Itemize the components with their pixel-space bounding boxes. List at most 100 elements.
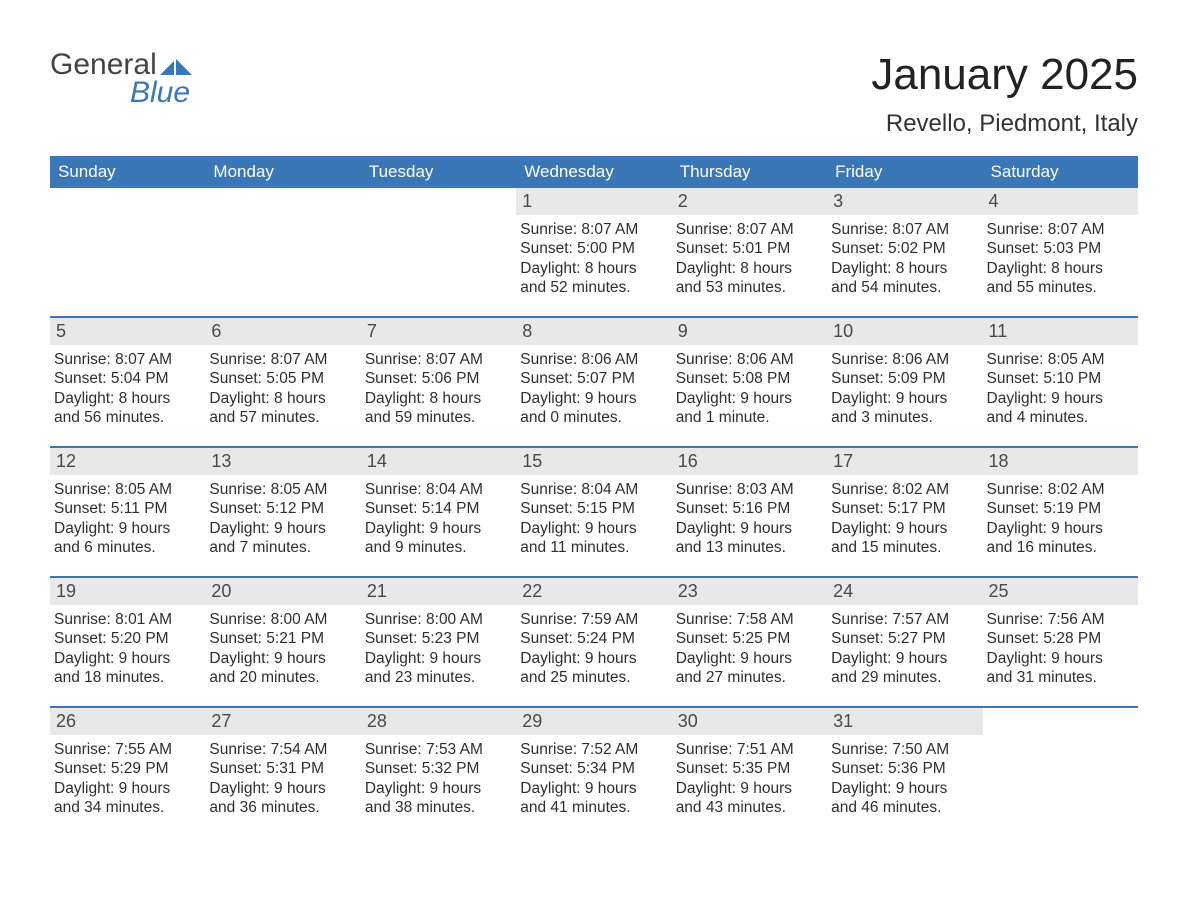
calendar-cell — [361, 188, 516, 316]
calendar-cell: 8Sunrise: 8:06 AMSunset: 5:07 PMDaylight… — [516, 318, 671, 446]
day-number: 21 — [361, 578, 516, 605]
calendar-cell: 1Sunrise: 8:07 AMSunset: 5:00 PMDaylight… — [516, 188, 671, 316]
daylight-line-1: Daylight: 8 hours — [365, 389, 510, 408]
daylight-line-1: Daylight: 9 hours — [365, 519, 510, 538]
daylight-line-2: and 6 minutes. — [54, 538, 199, 557]
day-details: Sunrise: 8:02 AMSunset: 5:17 PMDaylight:… — [827, 475, 982, 566]
daylight-line-2: and 16 minutes. — [987, 538, 1132, 557]
daylight-line-2: and 36 minutes. — [209, 798, 354, 817]
day-number: 29 — [516, 708, 671, 735]
day-details: Sunrise: 8:07 AMSunset: 5:06 PMDaylight:… — [361, 345, 516, 436]
sunset-line: Sunset: 5:32 PM — [365, 759, 510, 778]
day-details: Sunrise: 8:00 AMSunset: 5:21 PMDaylight:… — [205, 605, 360, 696]
day-details: Sunrise: 7:51 AMSunset: 5:35 PMDaylight:… — [672, 735, 827, 826]
daylight-line-2: and 1 minute. — [676, 408, 821, 427]
calendar-cell — [205, 188, 360, 316]
daylight-line-1: Daylight: 9 hours — [365, 649, 510, 668]
sunrise-line: Sunrise: 8:07 AM — [831, 220, 976, 239]
daylight-line-2: and 9 minutes. — [365, 538, 510, 557]
daylight-line-1: Daylight: 9 hours — [831, 649, 976, 668]
day-number: 1 — [516, 188, 671, 215]
sunrise-line: Sunrise: 8:07 AM — [365, 350, 510, 369]
day-details: Sunrise: 8:07 AMSunset: 5:00 PMDaylight:… — [516, 215, 671, 306]
sunrise-line: Sunrise: 7:58 AM — [676, 610, 821, 629]
day-number: 28 — [361, 708, 516, 735]
day-number: 22 — [516, 578, 671, 605]
sunset-line: Sunset: 5:11 PM — [54, 499, 199, 518]
day-number: 30 — [672, 708, 827, 735]
sunset-line: Sunset: 5:07 PM — [520, 369, 665, 388]
day-details: Sunrise: 8:04 AMSunset: 5:14 PMDaylight:… — [361, 475, 516, 566]
daylight-line-1: Daylight: 9 hours — [520, 649, 665, 668]
sunset-line: Sunset: 5:29 PM — [54, 759, 199, 778]
month-title: January 2025 — [871, 50, 1138, 100]
day-details: Sunrise: 7:50 AMSunset: 5:36 PMDaylight:… — [827, 735, 982, 826]
day-details: Sunrise: 8:07 AMSunset: 5:02 PMDaylight:… — [827, 215, 982, 306]
day-details: Sunrise: 8:05 AMSunset: 5:11 PMDaylight:… — [50, 475, 205, 566]
calendar-cell: 11Sunrise: 8:05 AMSunset: 5:10 PMDayligh… — [983, 318, 1138, 446]
calendar-week: 26Sunrise: 7:55 AMSunset: 5:29 PMDayligh… — [50, 708, 1138, 836]
logo-text-blue: Blue — [130, 78, 192, 108]
calendar-cell: 22Sunrise: 7:59 AMSunset: 5:24 PMDayligh… — [516, 578, 671, 706]
daylight-line-2: and 23 minutes. — [365, 668, 510, 687]
daylight-line-2: and 31 minutes. — [987, 668, 1132, 687]
sunrise-line: Sunrise: 8:07 AM — [987, 220, 1132, 239]
day-number: 6 — [205, 318, 360, 345]
calendar-cell: 17Sunrise: 8:02 AMSunset: 5:17 PMDayligh… — [827, 448, 982, 576]
daylight-line-2: and 53 minutes. — [676, 278, 821, 297]
day-details: Sunrise: 7:56 AMSunset: 5:28 PMDaylight:… — [983, 605, 1138, 696]
daylight-line-1: Daylight: 9 hours — [520, 389, 665, 408]
sunrise-line: Sunrise: 8:05 AM — [987, 350, 1132, 369]
calendar-page: General Blue January 2025 Revello, Piedm… — [0, 0, 1188, 876]
daylight-line-2: and 15 minutes. — [831, 538, 976, 557]
day-number: 25 — [983, 578, 1138, 605]
daylight-line-2: and 43 minutes. — [676, 798, 821, 817]
calendar-cell: 29Sunrise: 7:52 AMSunset: 5:34 PMDayligh… — [516, 708, 671, 836]
calendar-cell: 12Sunrise: 8:05 AMSunset: 5:11 PMDayligh… — [50, 448, 205, 576]
calendar-header-row: SundayMondayTuesdayWednesdayThursdayFrid… — [50, 156, 1138, 188]
daylight-line-2: and 52 minutes. — [520, 278, 665, 297]
calendar-table: SundayMondayTuesdayWednesdayThursdayFrid… — [50, 156, 1138, 836]
sunrise-line: Sunrise: 8:05 AM — [54, 480, 199, 499]
sunrise-line: Sunrise: 7:57 AM — [831, 610, 976, 629]
sunrise-line: Sunrise: 8:03 AM — [676, 480, 821, 499]
daylight-line-1: Daylight: 9 hours — [209, 649, 354, 668]
day-number: 19 — [50, 578, 205, 605]
sunset-line: Sunset: 5:24 PM — [520, 629, 665, 648]
day-details: Sunrise: 8:07 AMSunset: 5:01 PMDaylight:… — [672, 215, 827, 306]
sunset-line: Sunset: 5:16 PM — [676, 499, 821, 518]
daylight-line-1: Daylight: 9 hours — [676, 649, 821, 668]
calendar-cell: 20Sunrise: 8:00 AMSunset: 5:21 PMDayligh… — [205, 578, 360, 706]
daylight-line-2: and 34 minutes. — [54, 798, 199, 817]
daylight-line-1: Daylight: 8 hours — [520, 259, 665, 278]
calendar-cell: 10Sunrise: 8:06 AMSunset: 5:09 PMDayligh… — [827, 318, 982, 446]
sunrise-line: Sunrise: 8:02 AM — [987, 480, 1132, 499]
day-number: 13 — [205, 448, 360, 475]
calendar-cell: 27Sunrise: 7:54 AMSunset: 5:31 PMDayligh… — [205, 708, 360, 836]
day-details: Sunrise: 8:07 AMSunset: 5:05 PMDaylight:… — [205, 345, 360, 436]
sunset-line: Sunset: 5:10 PM — [987, 369, 1132, 388]
daylight-line-1: Daylight: 9 hours — [676, 389, 821, 408]
calendar-cell: 21Sunrise: 8:00 AMSunset: 5:23 PMDayligh… — [361, 578, 516, 706]
sunrise-line: Sunrise: 8:06 AM — [831, 350, 976, 369]
sunrise-line: Sunrise: 7:56 AM — [987, 610, 1132, 629]
daylight-line-1: Daylight: 9 hours — [987, 649, 1132, 668]
daylight-line-1: Daylight: 9 hours — [520, 519, 665, 538]
title-block: January 2025 Revello, Piedmont, Italy — [871, 50, 1138, 138]
calendar-cell: 30Sunrise: 7:51 AMSunset: 5:35 PMDayligh… — [672, 708, 827, 836]
sunset-line: Sunset: 5:04 PM — [54, 369, 199, 388]
daylight-line-1: Daylight: 9 hours — [209, 779, 354, 798]
sunset-line: Sunset: 5:03 PM — [987, 239, 1132, 258]
calendar-cell: 3Sunrise: 8:07 AMSunset: 5:02 PMDaylight… — [827, 188, 982, 316]
sunrise-line: Sunrise: 8:04 AM — [520, 480, 665, 499]
day-details: Sunrise: 7:53 AMSunset: 5:32 PMDaylight:… — [361, 735, 516, 826]
daylight-line-1: Daylight: 9 hours — [520, 779, 665, 798]
sunrise-line: Sunrise: 7:54 AM — [209, 740, 354, 759]
daylight-line-1: Daylight: 9 hours — [676, 519, 821, 538]
calendar-cell: 23Sunrise: 7:58 AMSunset: 5:25 PMDayligh… — [672, 578, 827, 706]
day-details: Sunrise: 8:05 AMSunset: 5:12 PMDaylight:… — [205, 475, 360, 566]
sunrise-line: Sunrise: 7:55 AM — [54, 740, 199, 759]
sunrise-line: Sunrise: 8:04 AM — [365, 480, 510, 499]
day-number: 20 — [205, 578, 360, 605]
day-number: 24 — [827, 578, 982, 605]
